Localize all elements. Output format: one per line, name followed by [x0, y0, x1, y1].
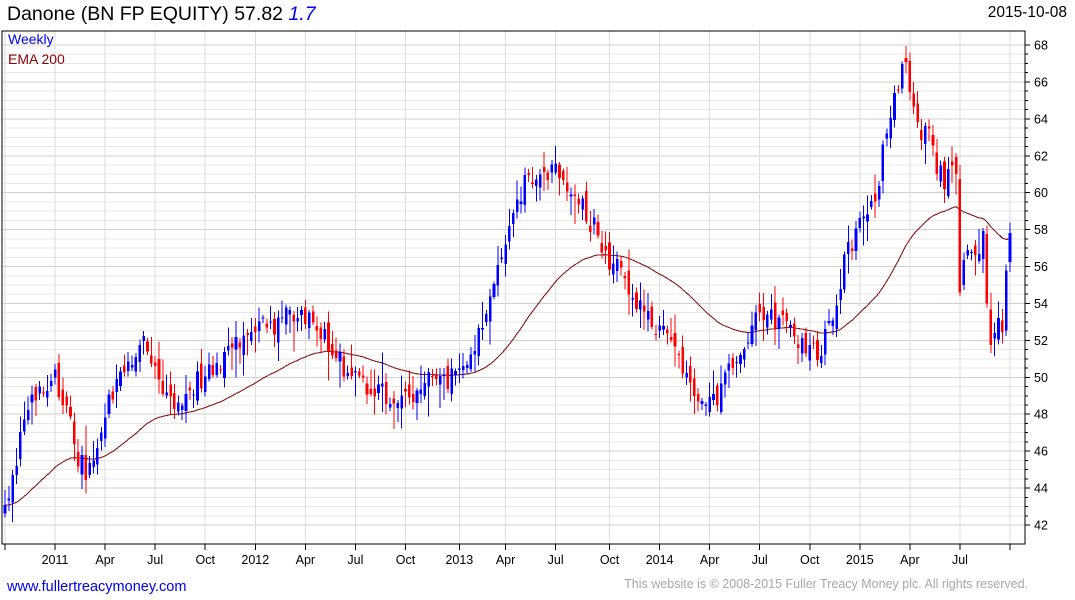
svg-text:Oct: Oct	[600, 553, 620, 567]
svg-text:54: 54	[1034, 297, 1048, 311]
svg-text:Jul: Jul	[347, 553, 363, 567]
svg-text:Apr: Apr	[700, 553, 719, 567]
svg-text:56: 56	[1034, 260, 1048, 274]
svg-text:44: 44	[1034, 482, 1048, 496]
svg-text:2015-10-08: 2015-10-08	[988, 4, 1067, 21]
svg-text:EMA 200: EMA 200	[8, 51, 65, 67]
svg-text:Jul: Jul	[147, 553, 163, 567]
svg-text:Apr: Apr	[496, 553, 515, 567]
svg-text:Oct: Oct	[800, 553, 820, 567]
svg-text:Oct: Oct	[196, 553, 216, 567]
svg-text:2013: 2013	[445, 553, 473, 567]
svg-text:Jul: Jul	[548, 553, 564, 567]
svg-text:Danone (BN FP EQUITY) 57.82 1.: Danone (BN FP EQUITY) 57.82 1.7	[7, 3, 317, 25]
svg-text:64: 64	[1034, 112, 1048, 126]
svg-text:Jul: Jul	[952, 553, 968, 567]
svg-text:58: 58	[1034, 223, 1048, 237]
svg-text:66: 66	[1034, 75, 1048, 89]
svg-text:50: 50	[1034, 371, 1048, 385]
svg-text:Apr: Apr	[900, 553, 919, 567]
svg-text:48: 48	[1034, 408, 1048, 422]
svg-text:Apr: Apr	[95, 553, 114, 567]
svg-text:Apr: Apr	[296, 553, 315, 567]
svg-text:2012: 2012	[241, 553, 269, 567]
svg-text:Jul: Jul	[752, 553, 768, 567]
svg-text:46: 46	[1034, 445, 1048, 459]
svg-text:2011: 2011	[42, 553, 69, 567]
svg-text:2014: 2014	[646, 553, 674, 567]
svg-text:60: 60	[1034, 186, 1048, 200]
svg-text:Oct: Oct	[396, 553, 416, 567]
svg-text:42: 42	[1034, 519, 1048, 533]
svg-text:Weekly: Weekly	[8, 31, 54, 47]
svg-text:68: 68	[1034, 39, 1048, 53]
svg-text:52: 52	[1034, 334, 1048, 348]
svg-text:2015: 2015	[846, 553, 874, 567]
svg-text:62: 62	[1034, 149, 1048, 163]
